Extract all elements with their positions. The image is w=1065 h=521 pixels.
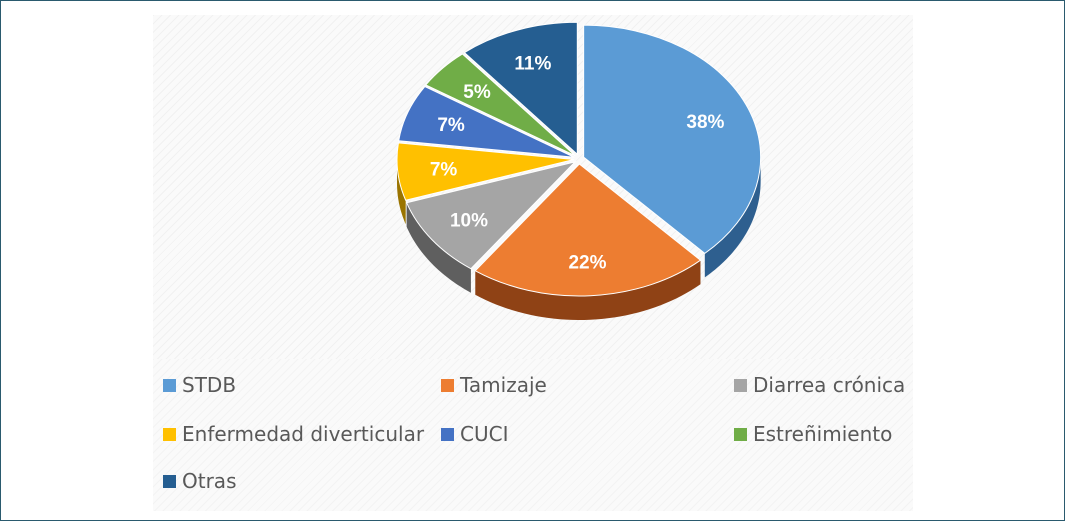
pie-slice-diarrea-cr-nica [405, 161, 577, 270]
legend-label: Otras [182, 469, 237, 493]
pie-slice-cuci [398, 85, 575, 158]
legend-swatch [734, 427, 747, 441]
data-label-otras: 11% [514, 53, 551, 74]
legend-label: Estreñimiento [753, 422, 893, 446]
legend-item: Tamizaje [441, 373, 547, 397]
pie-slice-tamizaje [474, 163, 702, 297]
legend-swatch [163, 427, 176, 441]
legend-item: Enfermedad diverticular [163, 422, 424, 446]
data-label-stdb: 38% [686, 112, 724, 133]
legend-label: STDB [182, 373, 237, 397]
pie-sides [397, 157, 761, 320]
data-label-enfermedad-diverticular: 7% [430, 160, 458, 181]
pie-labels: 38% 22% 10% 7% 7% 5% 11% [430, 53, 725, 273]
pie-side-tamizaje [475, 260, 701, 320]
legend-label: CUCI [460, 422, 509, 446]
legend-item: STDB [163, 373, 236, 397]
pie-slice-otras [463, 21, 578, 156]
legend-area [153, 359, 913, 511]
pie-side-enfermedad-diverticular [397, 159, 406, 225]
pie-slice-estre-imiento [424, 53, 576, 157]
data-label-cuci: 7% [437, 115, 465, 136]
legend-label: Diarrea crónica [753, 373, 906, 397]
legend-item: CUCI [441, 422, 508, 446]
legend-label: Tamizaje [460, 373, 547, 397]
pie-slice-stdb [583, 24, 762, 255]
legend-item: Estreñimiento [734, 422, 892, 446]
legend-item: Otras [163, 469, 236, 493]
data-label-tamizaje: 22% [568, 253, 606, 274]
legend-swatch [441, 378, 454, 392]
pie-slice-enfermedad-diverticular [396, 142, 575, 201]
pie-side-diarrea-cr-nica [406, 202, 471, 293]
pie-side-stdb [704, 157, 761, 278]
legend-swatch [734, 378, 747, 392]
legend-label: Enfermedad diverticular [182, 422, 425, 446]
pie-tops [396, 21, 762, 297]
data-label-estre-imiento: 5% [463, 82, 491, 103]
data-label-diarrea-cr-nica: 10% [450, 210, 488, 231]
legend-swatch [163, 378, 176, 392]
legend-swatch [163, 474, 176, 488]
legend-swatch [441, 427, 454, 441]
legend-item: Diarrea crónica [734, 373, 905, 397]
